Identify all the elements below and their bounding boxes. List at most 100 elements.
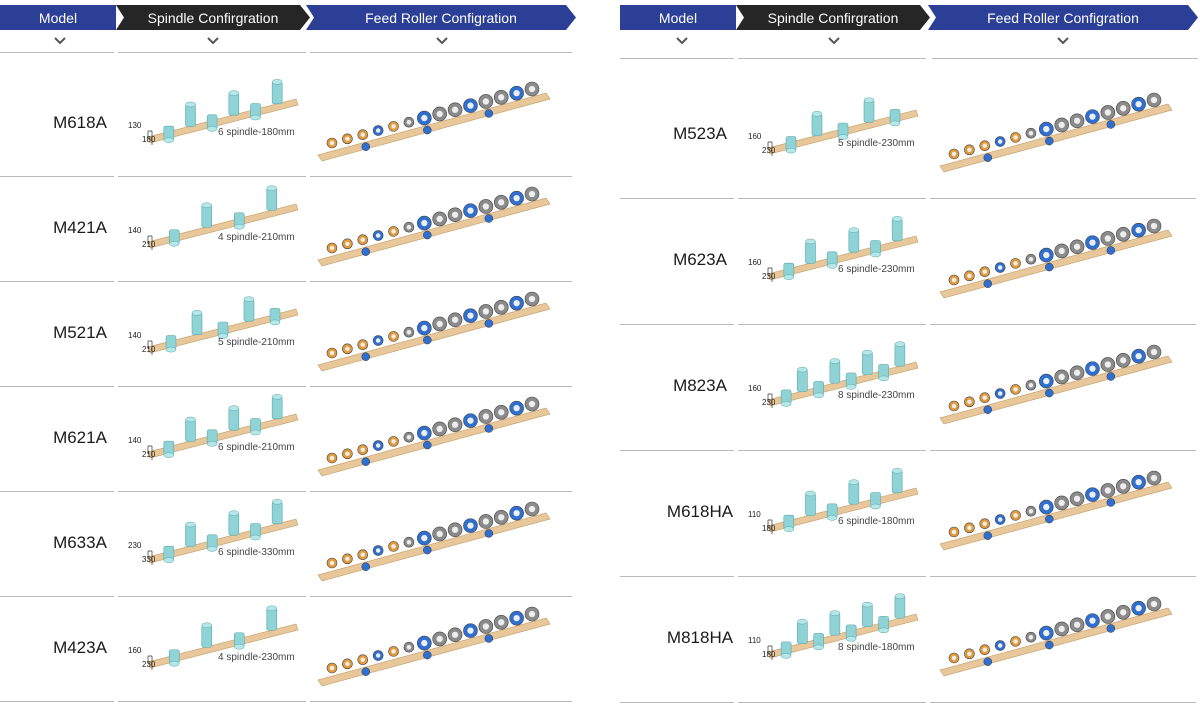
spindle-caption: 6 spindle-180mm — [218, 126, 295, 138]
dimension-b: 230 — [142, 659, 156, 669]
row-divider — [620, 324, 734, 325]
row-divider — [738, 324, 926, 325]
dimension-b: 210 — [142, 239, 156, 249]
row-divider — [620, 576, 734, 577]
spindle-caption: 6 spindle-180mm — [838, 516, 915, 527]
row-divider — [310, 281, 572, 282]
spindle-diagram — [767, 341, 919, 408]
row-divider — [738, 576, 926, 577]
model-column-header: Model — [0, 5, 116, 30]
spindle-diagram — [767, 216, 919, 282]
dimension-a: 160 — [748, 384, 762, 393]
dimension-a: 160 — [748, 258, 762, 267]
feed-roller-diagram — [939, 596, 1173, 677]
feed-roller-diagram — [939, 218, 1173, 299]
dimension-a: 130 — [128, 120, 142, 130]
row-divider — [620, 198, 734, 199]
row-divider — [738, 198, 926, 199]
row-divider — [930, 324, 1196, 325]
model-name: M618A — [53, 112, 107, 132]
model-name: M818HA — [666, 628, 734, 647]
model-name: M623A — [673, 250, 727, 269]
model-name: M618HA — [666, 502, 734, 521]
row-divider — [118, 386, 306, 387]
feed-roller-diagram — [317, 186, 551, 266]
spindle-diagram — [147, 498, 299, 565]
row-divider — [738, 702, 926, 703]
spindle-diagram — [147, 78, 299, 145]
model-name: M621A — [53, 427, 107, 447]
chevron-down-icon[interactable] — [828, 37, 840, 45]
divider — [118, 52, 306, 53]
row-divider — [930, 576, 1196, 577]
spindle-diagram — [767, 468, 919, 534]
row-divider — [310, 386, 572, 387]
chevron-down-icon[interactable] — [54, 37, 66, 45]
row-divider — [930, 450, 1196, 451]
row-divider — [0, 491, 114, 492]
model-name: M521A — [53, 322, 107, 342]
model-column-header: Model — [620, 5, 736, 30]
divider — [0, 52, 114, 53]
model-name: M421A — [53, 217, 107, 237]
row-divider — [0, 596, 114, 597]
model-name: M423A — [53, 637, 107, 657]
spindle-caption: 6 spindle-330mm — [218, 546, 295, 558]
spindle-caption: 8 spindle-230mm — [838, 390, 915, 401]
spindle-diagram — [147, 185, 299, 250]
dimension-a: 160 — [128, 645, 142, 655]
divider — [310, 52, 572, 53]
dimension-b: 330 — [142, 554, 156, 564]
dimension-a: 160 — [748, 132, 762, 141]
chevron-down-icon[interactable] — [676, 37, 688, 45]
feed-roller-diagram — [317, 396, 551, 476]
feed-roller-diagram — [317, 291, 551, 371]
feed-roller-diagram — [939, 344, 1173, 425]
row-divider — [620, 450, 734, 451]
chevron-down-icon[interactable] — [207, 37, 219, 45]
row-divider — [118, 176, 306, 177]
feed-roller-diagram — [317, 606, 551, 686]
dimension-b: 180 — [762, 650, 776, 659]
spindle-caption: 4 spindle-210mm — [218, 231, 295, 243]
row-divider — [930, 198, 1196, 199]
row-divider — [738, 450, 926, 451]
spindle-column-header: Spindle Confirgration — [736, 5, 930, 30]
feed-roller-diagram — [317, 81, 551, 161]
dimension-b: 210 — [142, 344, 156, 354]
feed-roller-diagram — [317, 501, 551, 581]
chevron-down-icon[interactable] — [1057, 37, 1069, 45]
spindle-diagram — [147, 605, 299, 670]
row-divider — [0, 386, 114, 387]
row-divider — [118, 281, 306, 282]
spindle-diagram — [767, 593, 919, 660]
row-divider — [310, 176, 572, 177]
dimension-a: 110 — [748, 510, 761, 519]
dimension-a: 140 — [128, 330, 142, 340]
spindle-caption: 6 spindle-210mm — [218, 441, 295, 453]
row-divider — [0, 701, 114, 702]
row-divider — [310, 596, 572, 597]
dimension-b: 230 — [762, 272, 776, 281]
spindle-caption: 5 spindle-230mm — [838, 138, 915, 149]
feed-roller-diagram — [939, 470, 1173, 551]
dimension-a: 110 — [748, 636, 761, 645]
dimension-b: 180 — [142, 134, 156, 144]
row-divider — [310, 701, 572, 702]
spindle-caption: 4 spindle-230mm — [218, 651, 295, 663]
feed-column-header: Feed Roller Configration — [306, 5, 576, 30]
spindle-diagram — [767, 97, 919, 156]
row-divider — [0, 176, 114, 177]
dimension-b: 230 — [762, 146, 776, 155]
chevron-down-icon[interactable] — [436, 37, 448, 45]
dimension-b: 180 — [762, 524, 776, 533]
dimension-b: 210 — [142, 449, 156, 459]
row-divider — [0, 281, 114, 282]
row-divider — [118, 491, 306, 492]
row-divider — [118, 596, 306, 597]
model-name: M523A — [673, 124, 727, 143]
spindle-diagram — [147, 295, 299, 355]
spindle-caption: 5 spindle-210mm — [218, 336, 295, 348]
model-name: M633A — [53, 532, 107, 552]
spindle-column-header: Spindle Confirgration — [116, 5, 310, 30]
